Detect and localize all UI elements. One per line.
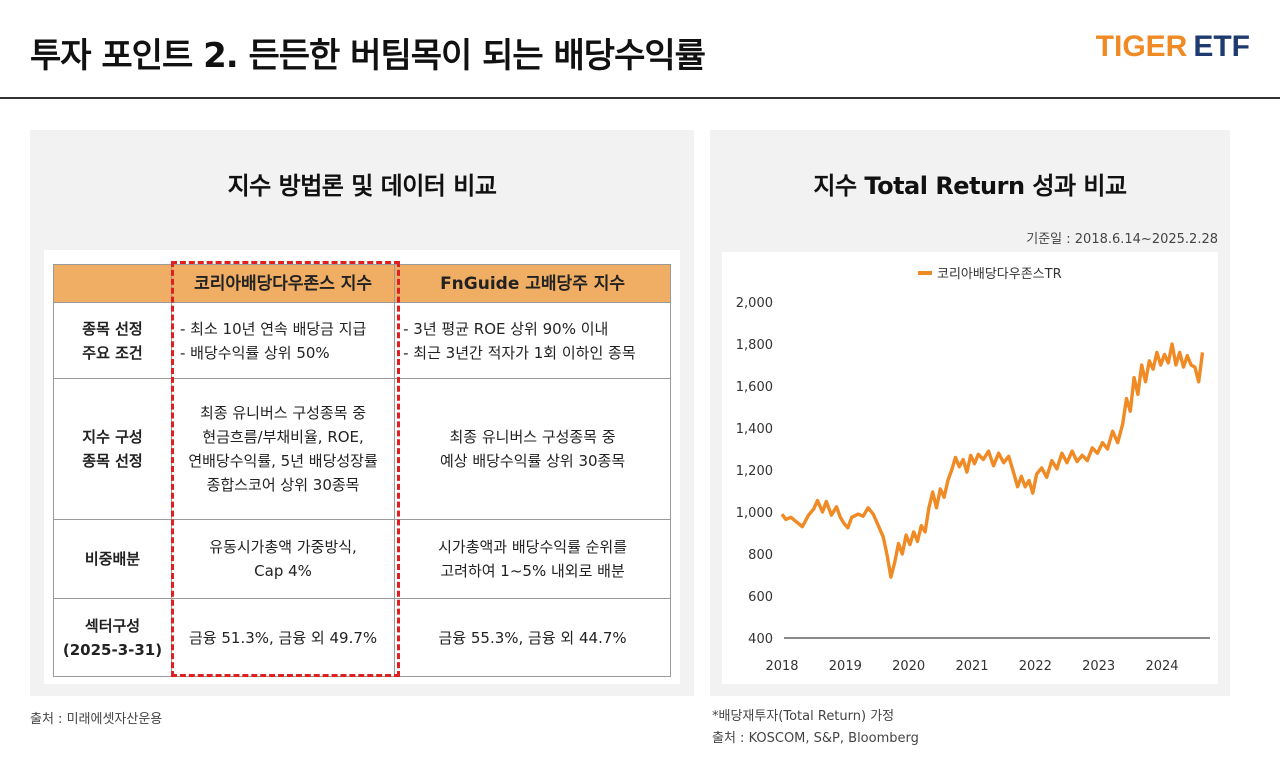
x-tick-label: 2022: [1019, 659, 1052, 674]
cell-line: 금융 55.3%, 금융 외 44.7%: [438, 628, 627, 647]
legend-label: 코리아배당다우존스TR: [937, 267, 1062, 282]
chart-card: 코리아배당다우존스TR 2,000 1,800 1,600 1,400 1,200 1,0…: [722, 252, 1218, 684]
methodology-panel: 지수 방법론 및 데이터 비교 코리아배당다우존스 지수 FnGuide 고배당…: [30, 130, 694, 696]
performance-panel: 지수 Total Return 성과 비교 기준일 : 2018.6.14~20…: [710, 130, 1230, 696]
row-label-line: 종목 선정: [82, 319, 143, 338]
cell-line: 고려하여 1~5% 내외로 배분: [440, 562, 625, 580]
total-return-footnote: *배당재투자(Total Return) 가정: [712, 709, 895, 724]
row-label-sector: 섹터구성 (2025-3-31): [53, 598, 172, 677]
title-divider: [0, 97, 1280, 99]
cell-korea-criteria: - 최소 10년 연속 배당금 지급 - 배당수익률 상위 50%: [170, 302, 396, 379]
table-header-row: 코리아배당다우존스 지수 FnGuide 고배당주 지수: [53, 264, 671, 303]
cell-line: 종합스코어 상위 30종목: [206, 476, 360, 494]
table-header-empty: [53, 264, 172, 303]
chart-source: 출처 : KOSCOM, S&P, Bloomberg: [712, 731, 919, 746]
y-tick-label: 1,800: [736, 338, 773, 353]
cell-korea-selection: 최종 유니버스 구성종목 중 현금흐름/부채비율, ROE, 연배당수익률, 5…: [170, 378, 396, 520]
y-tick-label: 2,000: [736, 296, 773, 311]
tiger-etf-logo: TIGER ETF: [1096, 30, 1250, 64]
cell-fnguide-selection: 최종 유니버스 구성종목 중 예상 배당수익률 상위 30종목: [394, 378, 671, 520]
x-axis: 2018 2019 2020 2021 2022 2023 2024: [765, 659, 1178, 674]
cell-fnguide-criteria: - 3년 평균 ROE 상위 90% 이내 - 최근 3년간 적자가 1회 이하…: [394, 302, 671, 379]
row-label-weighting: 비중배분: [53, 519, 172, 599]
y-tick-label: 1,400: [736, 422, 773, 437]
x-tick-label: 2023: [1082, 659, 1115, 674]
source-note-right: *배당재투자(Total Return) 가정 출처 : KOSCOM, S&P…: [712, 706, 919, 750]
cell-line: - 배당수익률 상위 50%: [180, 343, 330, 362]
comparison-table: 코리아배당다우존스 지수 FnGuide 고배당주 지수 종목 선정 주요 조건…: [53, 264, 671, 677]
x-tick-label: 2018: [765, 659, 798, 674]
row-label-line: 주요 조건: [82, 343, 143, 362]
logo-tiger-text: TIGER: [1095, 30, 1188, 63]
series-line-korea-dividend-tr: [780, 342, 1205, 579]
cell-fnguide-sector: 금융 55.3%, 금융 외 44.7%: [394, 598, 671, 677]
cell-line: 최종 유니버스 구성종목 중: [449, 428, 616, 446]
cell-line: 예상 배당수익률 상위 30종목: [439, 452, 626, 470]
cell-line: 금융 51.3%, 금융 외 49.7%: [188, 628, 378, 647]
cell-line: 현금흐름/부채비율, ROE,: [202, 428, 364, 446]
table-row: 종목 선정 주요 조건 - 최소 10년 연속 배당금 지급 - 배당수익률 상…: [53, 302, 671, 379]
y-tick-label: 1,600: [736, 380, 773, 395]
table-row: 섹터구성 (2025-3-31) 금융 51.3%, 금융 외 49.7% 금융…: [53, 598, 671, 677]
cell-line: 시가총액과 배당수익률 순위를: [438, 538, 628, 556]
x-tick-label: 2020: [892, 659, 925, 674]
performance-panel-title: 지수 Total Return 성과 비교: [813, 172, 1127, 200]
row-label-constituent-selection: 지수 구성 종목 선정: [53, 378, 172, 520]
y-tick-label: 1,200: [736, 464, 773, 479]
table-header-korea-dividend-dj: 코리아배당다우존스 지수: [170, 264, 396, 303]
y-tick-label: 800: [748, 548, 773, 563]
row-label-line: (2025-3-31): [62, 640, 163, 659]
row-label-line: 지수 구성: [82, 428, 143, 446]
logo-etf-text: ETF: [1193, 30, 1250, 63]
row-label-selection-criteria: 종목 선정 주요 조건: [53, 302, 172, 379]
table-header-fnguide-high-dividend: FnGuide 고배당주 지수: [394, 264, 671, 303]
page-title: 투자 포인트 2. 든든한 버팀목이 되는 배당수익률: [30, 36, 706, 76]
cell-korea-sector: 금융 51.3%, 금융 외 49.7%: [170, 598, 396, 677]
row-label-line: 섹터구성: [84, 616, 141, 635]
cell-line: 연배당수익률, 5년 배당성장률: [188, 452, 378, 470]
table-row: 비중배분 유동시가총액 가중방식, Cap 4% 시가총액과 배당수익률 순위를…: [53, 519, 671, 599]
y-axis: 2,000 1,800 1,600 1,400 1,200 1,000 800 600 400: [736, 296, 773, 647]
row-label-line: 비중배분: [84, 550, 141, 568]
base-date-note: 기준일 : 2018.6.14~2025.2.28: [1026, 232, 1218, 247]
y-tick-label: 600: [748, 590, 773, 605]
source-note-left: 출처 : 미래에셋자산운용: [30, 712, 163, 727]
y-tick-label: 400: [748, 632, 773, 647]
cell-line: - 최근 3년간 적자가 1회 이하인 종목: [403, 343, 636, 362]
x-tick-label: 2019: [829, 659, 862, 674]
cell-line: 유동시가총액 가중방식,: [209, 538, 357, 556]
cell-korea-weighting: 유동시가총액 가중방식, Cap 4%: [170, 519, 396, 599]
comparison-table-card: 코리아배당다우존스 지수 FnGuide 고배당주 지수 종목 선정 주요 조건…: [44, 250, 680, 684]
row-label-line: 종목 선정: [82, 452, 143, 470]
cell-line: Cap 4%: [254, 562, 312, 580]
cell-line: 최종 유니버스 구성종목 중: [200, 404, 367, 422]
y-tick-label: 1,000: [736, 506, 773, 521]
chart-legend: 코리아배당다우존스TR: [918, 267, 1062, 282]
table-row: 지수 구성 종목 선정 최종 유니버스 구성종목 중 현금흐름/부채비율, RO…: [53, 378, 671, 520]
methodology-panel-title: 지수 방법론 및 데이터 비교: [227, 172, 497, 200]
x-tick-label: 2024: [1145, 659, 1178, 674]
cell-fnguide-weighting: 시가총액과 배당수익률 순위를 고려하여 1~5% 내외로 배분: [394, 519, 671, 599]
cell-line: - 3년 평균 ROE 상위 90% 이내: [403, 319, 609, 338]
total-return-line-chart: 코리아배당다우존스TR 2,000 1,800 1,600 1,400 1,200 1,0…: [736, 267, 1210, 674]
cell-line: - 최소 10년 연속 배당금 지급: [180, 319, 367, 338]
x-tick-label: 2021: [955, 659, 988, 674]
